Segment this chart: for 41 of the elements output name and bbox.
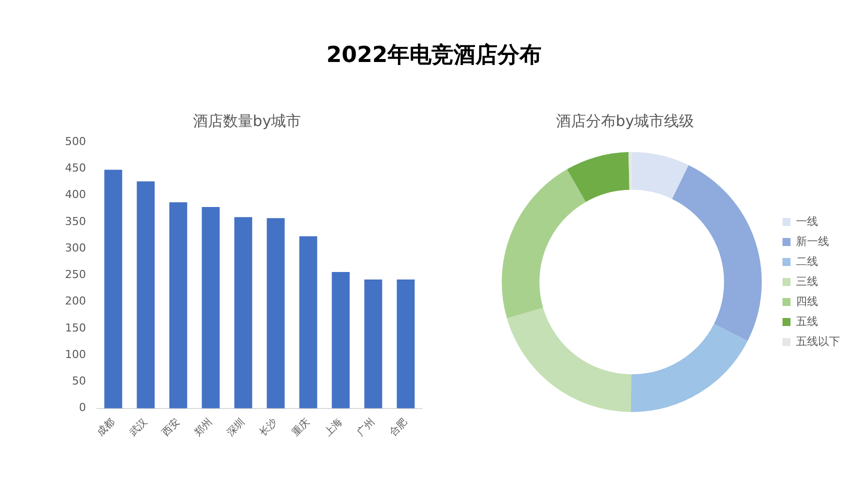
x-tick-label: 广州 <box>354 416 378 439</box>
y-tick-label: 100 <box>64 348 86 361</box>
legend-label: 一线 <box>796 214 818 228</box>
y-tick-label: 350 <box>64 214 86 228</box>
y-tick-label: 400 <box>64 188 86 202</box>
legend-label: 新一线 <box>796 234 829 248</box>
bar <box>364 279 382 408</box>
y-tick-label: 450 <box>64 161 86 174</box>
bar <box>104 170 122 408</box>
bar <box>202 206 220 408</box>
x-tick-label: 成都 <box>94 416 118 439</box>
x-tick-label: 武汉 <box>127 416 150 439</box>
legend-label: 四线 <box>796 294 818 308</box>
legend-label: 二线 <box>796 254 818 268</box>
bar <box>136 181 155 408</box>
y-tick-label: 150 <box>64 321 86 334</box>
x-tick-label: 上海 <box>322 416 345 439</box>
y-tick-label: 500 <box>64 134 86 148</box>
y-tick-label: 50 <box>72 374 86 388</box>
x-tick-label: 重庆 <box>290 416 312 439</box>
x-tick-label: 郑州 <box>192 416 215 439</box>
bar <box>169 202 188 408</box>
bar <box>266 218 285 408</box>
y-tick-label: 250 <box>64 268 86 282</box>
legend-label: 三线 <box>796 274 818 288</box>
bar <box>234 217 252 408</box>
legend-label: 五线 <box>796 314 818 328</box>
text: 2022年电竞酒店分布 <box>325 42 543 70</box>
y-tick-label: 200 <box>64 294 86 308</box>
x-tick-label: 西安 <box>160 416 182 439</box>
bar <box>332 272 350 408</box>
bar <box>299 236 318 408</box>
y-tick-label: 0 <box>78 401 86 414</box>
y-tick-label: 300 <box>64 241 86 254</box>
chart-title: 酒店数量by城市 <box>192 112 302 131</box>
x-tick-label: 深圳 <box>224 416 248 439</box>
bar <box>396 279 415 408</box>
x-tick-label: 长沙 <box>257 416 280 439</box>
x-tick-label: 合肥 <box>387 416 410 439</box>
legend-label: 五线以下 <box>796 334 840 348</box>
chart-title: 酒店分布by城市线级 <box>554 112 696 131</box>
